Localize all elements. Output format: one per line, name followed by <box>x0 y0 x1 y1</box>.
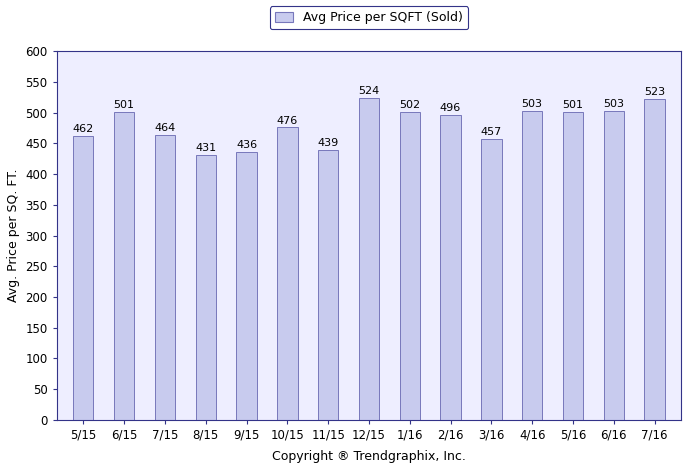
Text: 436: 436 <box>236 140 257 150</box>
Legend: Avg Price per SQFT (Sold): Avg Price per SQFT (Sold) <box>270 6 469 29</box>
Bar <box>195 155 216 420</box>
Text: 523: 523 <box>644 87 665 97</box>
Text: 501: 501 <box>114 100 135 110</box>
Bar <box>358 98 379 420</box>
X-axis label: Copyright ® Trendgraphix, Inc.: Copyright ® Trendgraphix, Inc. <box>272 450 466 463</box>
Text: 503: 503 <box>522 99 543 109</box>
Text: 496: 496 <box>440 103 461 113</box>
Text: 462: 462 <box>73 124 94 134</box>
Bar <box>155 135 175 420</box>
Text: 503: 503 <box>603 99 624 109</box>
Y-axis label: Avg. Price per SQ. FT.: Avg. Price per SQ. FT. <box>7 169 20 302</box>
Text: 457: 457 <box>481 127 502 137</box>
Bar <box>481 139 502 420</box>
Bar <box>277 127 297 420</box>
Bar <box>563 112 583 420</box>
Text: 476: 476 <box>277 116 298 125</box>
Text: 502: 502 <box>399 100 420 110</box>
Bar <box>114 112 134 420</box>
Bar <box>318 150 338 420</box>
Bar <box>522 111 542 420</box>
Bar <box>73 136 94 420</box>
Text: 464: 464 <box>154 123 175 133</box>
Bar <box>236 152 257 420</box>
Bar <box>603 111 624 420</box>
Text: 439: 439 <box>317 138 338 149</box>
Text: 501: 501 <box>562 100 583 110</box>
Bar <box>645 99 665 420</box>
Bar <box>400 111 420 420</box>
Text: 431: 431 <box>195 143 216 153</box>
Bar <box>440 115 461 420</box>
Text: 524: 524 <box>358 86 380 96</box>
